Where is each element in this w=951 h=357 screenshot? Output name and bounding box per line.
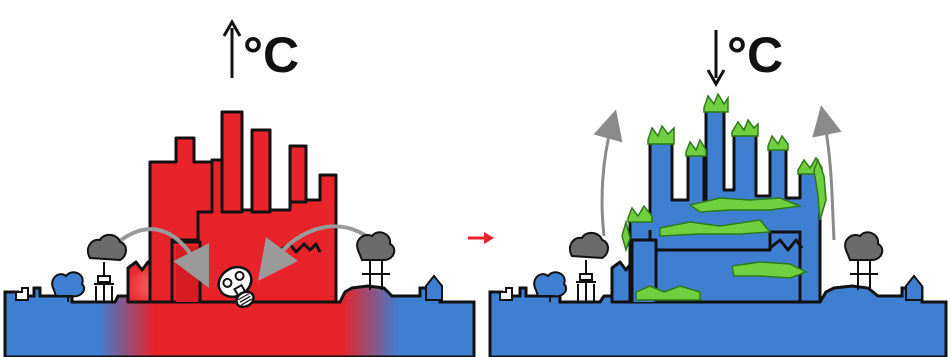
- transition-arrow-icon: [468, 232, 494, 244]
- arrow-up-icon: [222, 18, 242, 78]
- airflow-arrow-icon: [593, 109, 623, 237]
- tree-icon: [844, 231, 884, 290]
- green-roofs: [621, 92, 827, 301]
- right-vegetation: [499, 231, 923, 302]
- left-temperature-label: °C: [243, 27, 299, 83]
- tree-icon: [568, 232, 609, 302]
- tree-icon: [356, 231, 396, 290]
- left-vegetation: [15, 231, 443, 302]
- house-icon: [499, 287, 513, 301]
- left-panel-hot-city: °C: [3, 18, 476, 357]
- trapped-airflow-arrows: [110, 224, 374, 288]
- tree-icon: [86, 234, 127, 302]
- temperature-rising-indicator: °C: [222, 18, 299, 83]
- tree-icon: [51, 271, 86, 302]
- escaping-airflow-arrows: [593, 105, 842, 241]
- right-temperature-label: °C: [727, 27, 783, 83]
- airflow-arrow-icon: [257, 224, 374, 281]
- house-icon: [905, 274, 923, 301]
- arrow-down-icon: [706, 30, 726, 88]
- right-panel-cool-city: °C: [488, 27, 948, 357]
- house-icon: [15, 287, 29, 301]
- gas-mask-icon: [217, 265, 255, 309]
- airflow-arrow-icon: [110, 227, 209, 288]
- airflow-arrow-icon: [812, 105, 842, 241]
- temperature-falling-indicator: °C: [706, 27, 783, 88]
- tree-icon: [533, 271, 568, 302]
- house-icon: [425, 274, 443, 301]
